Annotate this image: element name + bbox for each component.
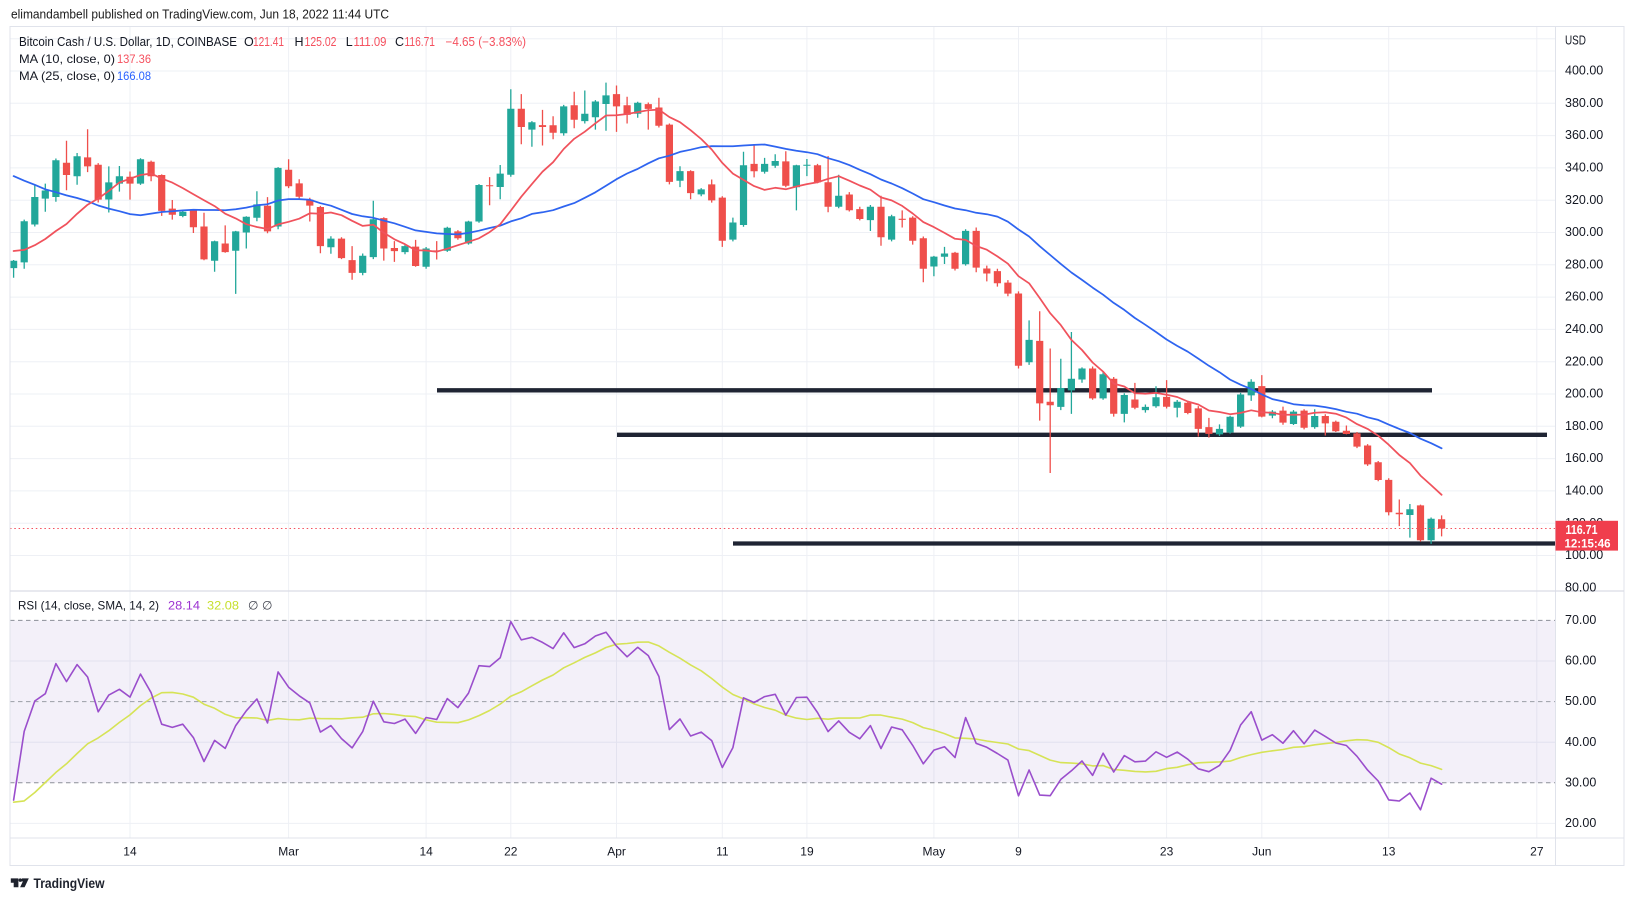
svg-text:Bitcoin Cash / U.S. Dollar, 1D: Bitcoin Cash / U.S. Dollar, 1D, COINBASE…	[19, 35, 526, 49]
svg-text:60.00: 60.00	[1565, 654, 1596, 668]
svg-text:23: 23	[1160, 844, 1174, 858]
svg-text:12:15:46: 12:15:46	[1565, 536, 1611, 550]
svg-text:9: 9	[1015, 844, 1022, 858]
svg-text:240.00: 240.00	[1565, 322, 1603, 336]
svg-text:116.71: 116.71	[1566, 523, 1598, 537]
svg-text:RSI (14, close, SMA, 14, 2)28.: RSI (14, close, SMA, 14, 2) 28.14 32.08 ∅ ∅	[18, 599, 272, 613]
svg-text:340.00: 340.00	[1565, 161, 1603, 175]
svg-text:320.00: 320.00	[1565, 193, 1603, 207]
svg-text:Mar: Mar	[278, 844, 299, 858]
svg-text:20.00: 20.00	[1565, 816, 1596, 830]
svg-text:180.00: 180.00	[1565, 419, 1603, 433]
svg-text:70.00: 70.00	[1565, 613, 1596, 627]
svg-text:280.00: 280.00	[1565, 257, 1603, 271]
svg-text:140.00: 140.00	[1565, 484, 1603, 498]
svg-text:100.00: 100.00	[1565, 548, 1603, 562]
svg-text:50.00: 50.00	[1565, 694, 1596, 708]
svg-text:27: 27	[1530, 844, 1544, 858]
svg-text:USD: USD	[1565, 33, 1586, 47]
svg-text:360.00: 360.00	[1565, 128, 1603, 142]
svg-text:200.00: 200.00	[1565, 387, 1603, 401]
svg-text:40.00: 40.00	[1565, 735, 1596, 749]
svg-text:260.00: 260.00	[1565, 290, 1603, 304]
svg-text:80.00: 80.00	[1565, 580, 1596, 594]
svg-text:19: 19	[800, 844, 814, 858]
svg-text:14: 14	[123, 844, 137, 858]
svg-text:Apr: Apr	[607, 844, 626, 858]
svg-text:220.00: 220.00	[1565, 354, 1603, 368]
svg-text:160.00: 160.00	[1565, 451, 1603, 465]
svg-text:11: 11	[716, 844, 729, 858]
svg-text:TradingView: TradingView	[34, 876, 106, 891]
svg-text:22: 22	[504, 844, 518, 858]
svg-text:380.00: 380.00	[1565, 96, 1603, 110]
svg-text:elimandambell published on Tra: elimandambell published on TradingView.c…	[11, 7, 389, 22]
svg-text:30.00: 30.00	[1565, 775, 1596, 789]
svg-text:400.00: 400.00	[1565, 64, 1603, 78]
svg-text:MA (10, close, 0)137.36: MA (10, close, 0) 137.36	[19, 52, 151, 66]
svg-text:13: 13	[1382, 844, 1396, 858]
svg-text:14: 14	[419, 844, 433, 858]
svg-text:Jun: Jun	[1252, 844, 1271, 858]
svg-text:MA (25, close, 0)166.08: MA (25, close, 0) 166.08	[19, 69, 151, 83]
svg-text:300.00: 300.00	[1565, 225, 1603, 239]
svg-text:May: May	[923, 844, 946, 858]
